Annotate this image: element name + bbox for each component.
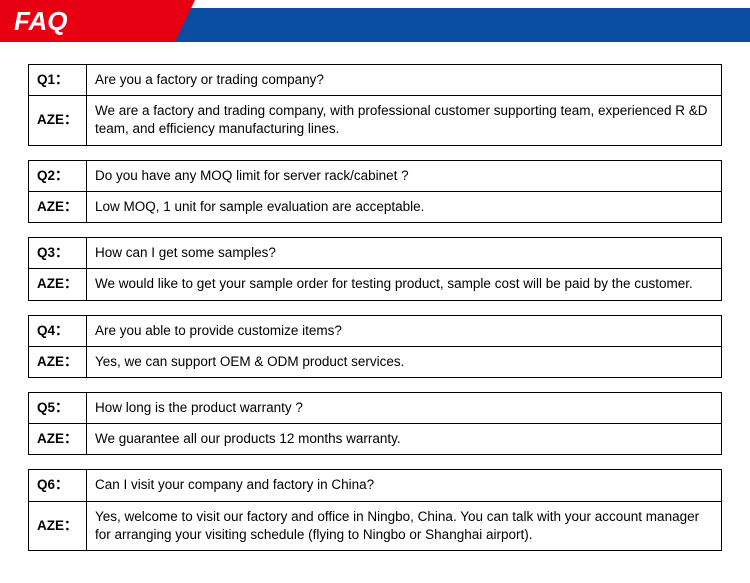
faq-q-text: Do you have any MOQ limit for server rac… <box>87 160 722 191</box>
faq-q-text: Can I visit your company and factory in … <box>87 470 722 501</box>
faq-q-label: Q1： <box>29 65 87 96</box>
faq-a-text: We guarantee all our products 12 months … <box>87 424 722 455</box>
faq-question-row: Q4： Are you able to provide customize it… <box>29 315 722 346</box>
faq-question-row: Q3： How can I get some samples? <box>29 238 722 269</box>
faq-question-row: Q5： How long is the product warranty ? <box>29 392 722 423</box>
faq-item: Q5： How long is the product warranty ? A… <box>28 392 722 455</box>
faq-q-label: Q3： <box>29 238 87 269</box>
faq-item: Q6： Can I visit your company and factory… <box>28 469 722 551</box>
faq-q-text: How can I get some samples? <box>87 238 722 269</box>
faq-q-label: Q5： <box>29 392 87 423</box>
faq-q-text: How long is the product warranty ? <box>87 392 722 423</box>
page-title: FAQ <box>14 6 67 37</box>
faq-a-text: Low MOQ, 1 unit for sample evaluation ar… <box>87 191 722 222</box>
faq-item: Q2： Do you have any MOQ limit for server… <box>28 160 722 223</box>
faq-q-label: Q4： <box>29 315 87 346</box>
faq-answer-row: AZE： Yes, welcome to visit our factory a… <box>29 501 722 550</box>
faq-a-label: AZE： <box>29 501 87 550</box>
faq-answer-row: AZE： We would like to get your sample or… <box>29 269 722 300</box>
faq-answer-row: AZE： Low MOQ, 1 unit for sample evaluati… <box>29 191 722 222</box>
faq-q-text: Are you able to provide customize items? <box>87 315 722 346</box>
faq-item: Q1： Are you a factory or trading company… <box>28 64 722 146</box>
faq-answer-row: AZE： Yes, we can support OEM & ODM produ… <box>29 346 722 377</box>
faq-question-row: Q6： Can I visit your company and factory… <box>29 470 722 501</box>
faq-a-text: We would like to get your sample order f… <box>87 269 722 300</box>
header-red-tab: FAQ <box>0 0 175 42</box>
header-blue-bar <box>155 8 750 42</box>
faq-answer-row: AZE： We are a factory and trading compan… <box>29 96 722 145</box>
faq-a-label: AZE： <box>29 191 87 222</box>
faq-a-label: AZE： <box>29 269 87 300</box>
faq-item: Q4： Are you able to provide customize it… <box>28 315 722 378</box>
faq-item: Q3： How can I get some samples? AZE： We … <box>28 237 722 300</box>
page-header: FAQ <box>0 0 750 42</box>
faq-a-text: Yes, welcome to visit our factory and of… <box>87 501 722 550</box>
faq-a-label: AZE： <box>29 96 87 145</box>
faq-q-text: Are you a factory or trading company? <box>87 65 722 96</box>
faq-question-row: Q1： Are you a factory or trading company… <box>29 65 722 96</box>
faq-a-label: AZE： <box>29 424 87 455</box>
faq-a-text: Yes, we can support OEM & ODM product se… <box>87 346 722 377</box>
faq-q-label: Q2： <box>29 160 87 191</box>
faq-a-text: We are a factory and trading company, wi… <box>87 96 722 145</box>
faq-q-label: Q6： <box>29 470 87 501</box>
faq-answer-row: AZE： We guarantee all our products 12 mo… <box>29 424 722 455</box>
faq-a-label: AZE： <box>29 346 87 377</box>
faq-question-row: Q2： Do you have any MOQ limit for server… <box>29 160 722 191</box>
